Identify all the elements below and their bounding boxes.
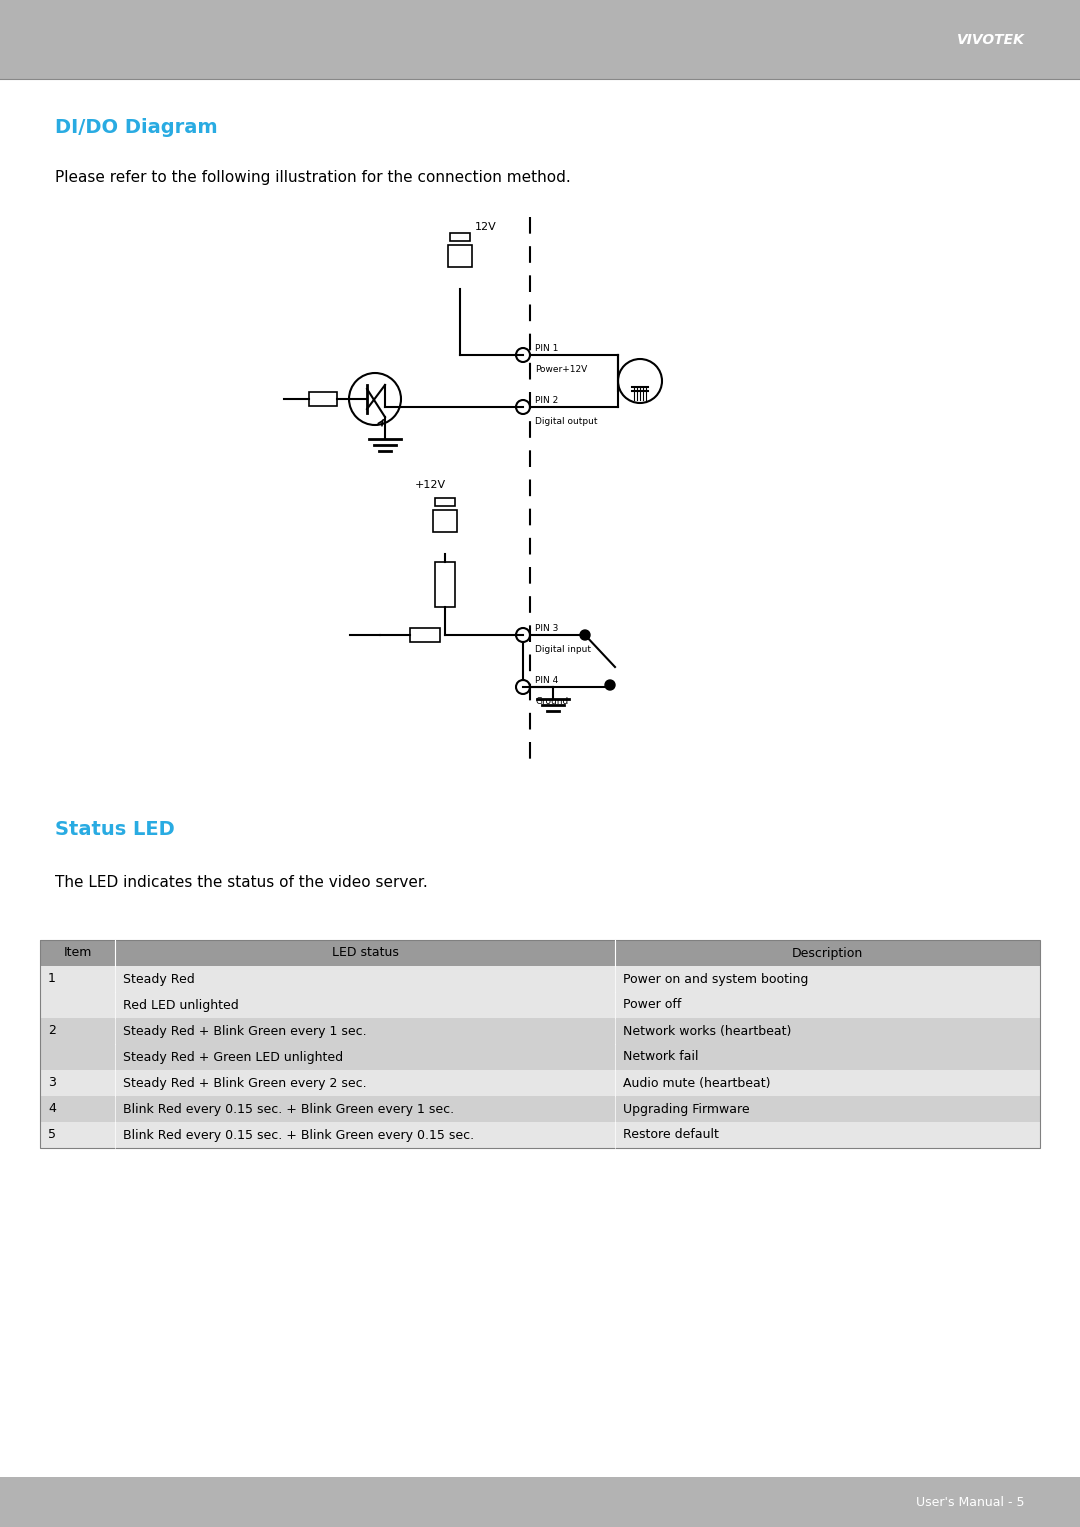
Bar [448, 244, 472, 267]
Text: PIN 3: PIN 3 [535, 625, 558, 634]
Bar [40, 941, 1040, 1148]
Bar [40, 941, 1040, 967]
Text: Digital input: Digital input [535, 644, 591, 654]
Circle shape [618, 359, 662, 403]
Text: +12V: +12V [415, 479, 446, 490]
Text: Audio mute (heartbeat): Audio mute (heartbeat) [623, 1077, 770, 1089]
Bar [435, 498, 455, 505]
Text: Steady Red + Blink Green every 2 sec.: Steady Red + Blink Green every 2 sec. [123, 1077, 366, 1089]
Bar [0, 1477, 1080, 1527]
Text: Ground: Ground [535, 696, 568, 705]
Bar [435, 562, 455, 608]
Text: Item: Item [64, 947, 92, 959]
Text: User's Manual - 5: User's Manual - 5 [917, 1495, 1025, 1509]
Text: Restore default: Restore default [623, 1128, 719, 1142]
Bar [433, 510, 457, 531]
Bar [40, 1044, 1040, 1070]
Circle shape [580, 631, 590, 640]
Text: LED status: LED status [332, 947, 399, 959]
Circle shape [516, 628, 530, 641]
Bar [410, 628, 440, 641]
Bar [309, 392, 337, 406]
Text: Network works (heartbeat): Network works (heartbeat) [623, 1025, 792, 1037]
Text: Digital output: Digital output [535, 417, 597, 426]
Text: Power off: Power off [623, 999, 681, 1011]
Text: The LED indicates the status of the video server.: The LED indicates the status of the vide… [55, 875, 428, 890]
Bar [450, 234, 470, 241]
Text: 3: 3 [48, 1077, 56, 1089]
Circle shape [605, 680, 615, 690]
Text: 4: 4 [48, 1102, 56, 1116]
Text: Steady Red: Steady Red [123, 973, 194, 985]
Text: VIVOTEK: VIVOTEK [957, 32, 1025, 46]
Text: PIN 4: PIN 4 [535, 676, 558, 686]
Text: Status LED: Status LED [55, 820, 175, 838]
Circle shape [516, 348, 530, 362]
Text: Blink Red every 0.15 sec. + Blink Green every 1 sec.: Blink Red every 0.15 sec. + Blink Green … [123, 1102, 454, 1116]
Bar [40, 1019, 1040, 1044]
Bar [40, 993, 1040, 1019]
Text: Description: Description [792, 947, 863, 959]
Text: Steady Red + Blink Green every 1 sec.: Steady Red + Blink Green every 1 sec. [123, 1025, 366, 1037]
Text: 2: 2 [48, 1025, 56, 1037]
Text: 12V: 12V [475, 221, 497, 232]
Bar [40, 1096, 1040, 1122]
Circle shape [516, 680, 530, 693]
Text: Power+12V: Power+12V [535, 365, 588, 374]
Bar [40, 1070, 1040, 1096]
Text: Blink Red every 0.15 sec. + Blink Green every 0.15 sec.: Blink Red every 0.15 sec. + Blink Green … [123, 1128, 474, 1142]
Circle shape [516, 400, 530, 414]
Text: Power on and system booting: Power on and system booting [623, 973, 808, 985]
Text: Network fail: Network fail [623, 1051, 699, 1063]
Text: Please refer to the following illustration for the connection method.: Please refer to the following illustrati… [55, 169, 570, 185]
Text: PIN 1: PIN 1 [535, 344, 558, 353]
Text: 1: 1 [48, 973, 56, 985]
Text: Upgrading Firmware: Upgrading Firmware [623, 1102, 750, 1116]
Text: DI/DO Diagram: DI/DO Diagram [55, 118, 218, 137]
Bar [40, 1122, 1040, 1148]
Bar [0, 0, 1080, 79]
Circle shape [349, 373, 401, 425]
Text: 5: 5 [48, 1128, 56, 1142]
Text: PIN 2: PIN 2 [535, 395, 558, 405]
Text: Steady Red + Green LED unlighted: Steady Red + Green LED unlighted [123, 1051, 343, 1063]
Text: Red LED unlighted: Red LED unlighted [123, 999, 239, 1011]
Bar [40, 967, 1040, 993]
